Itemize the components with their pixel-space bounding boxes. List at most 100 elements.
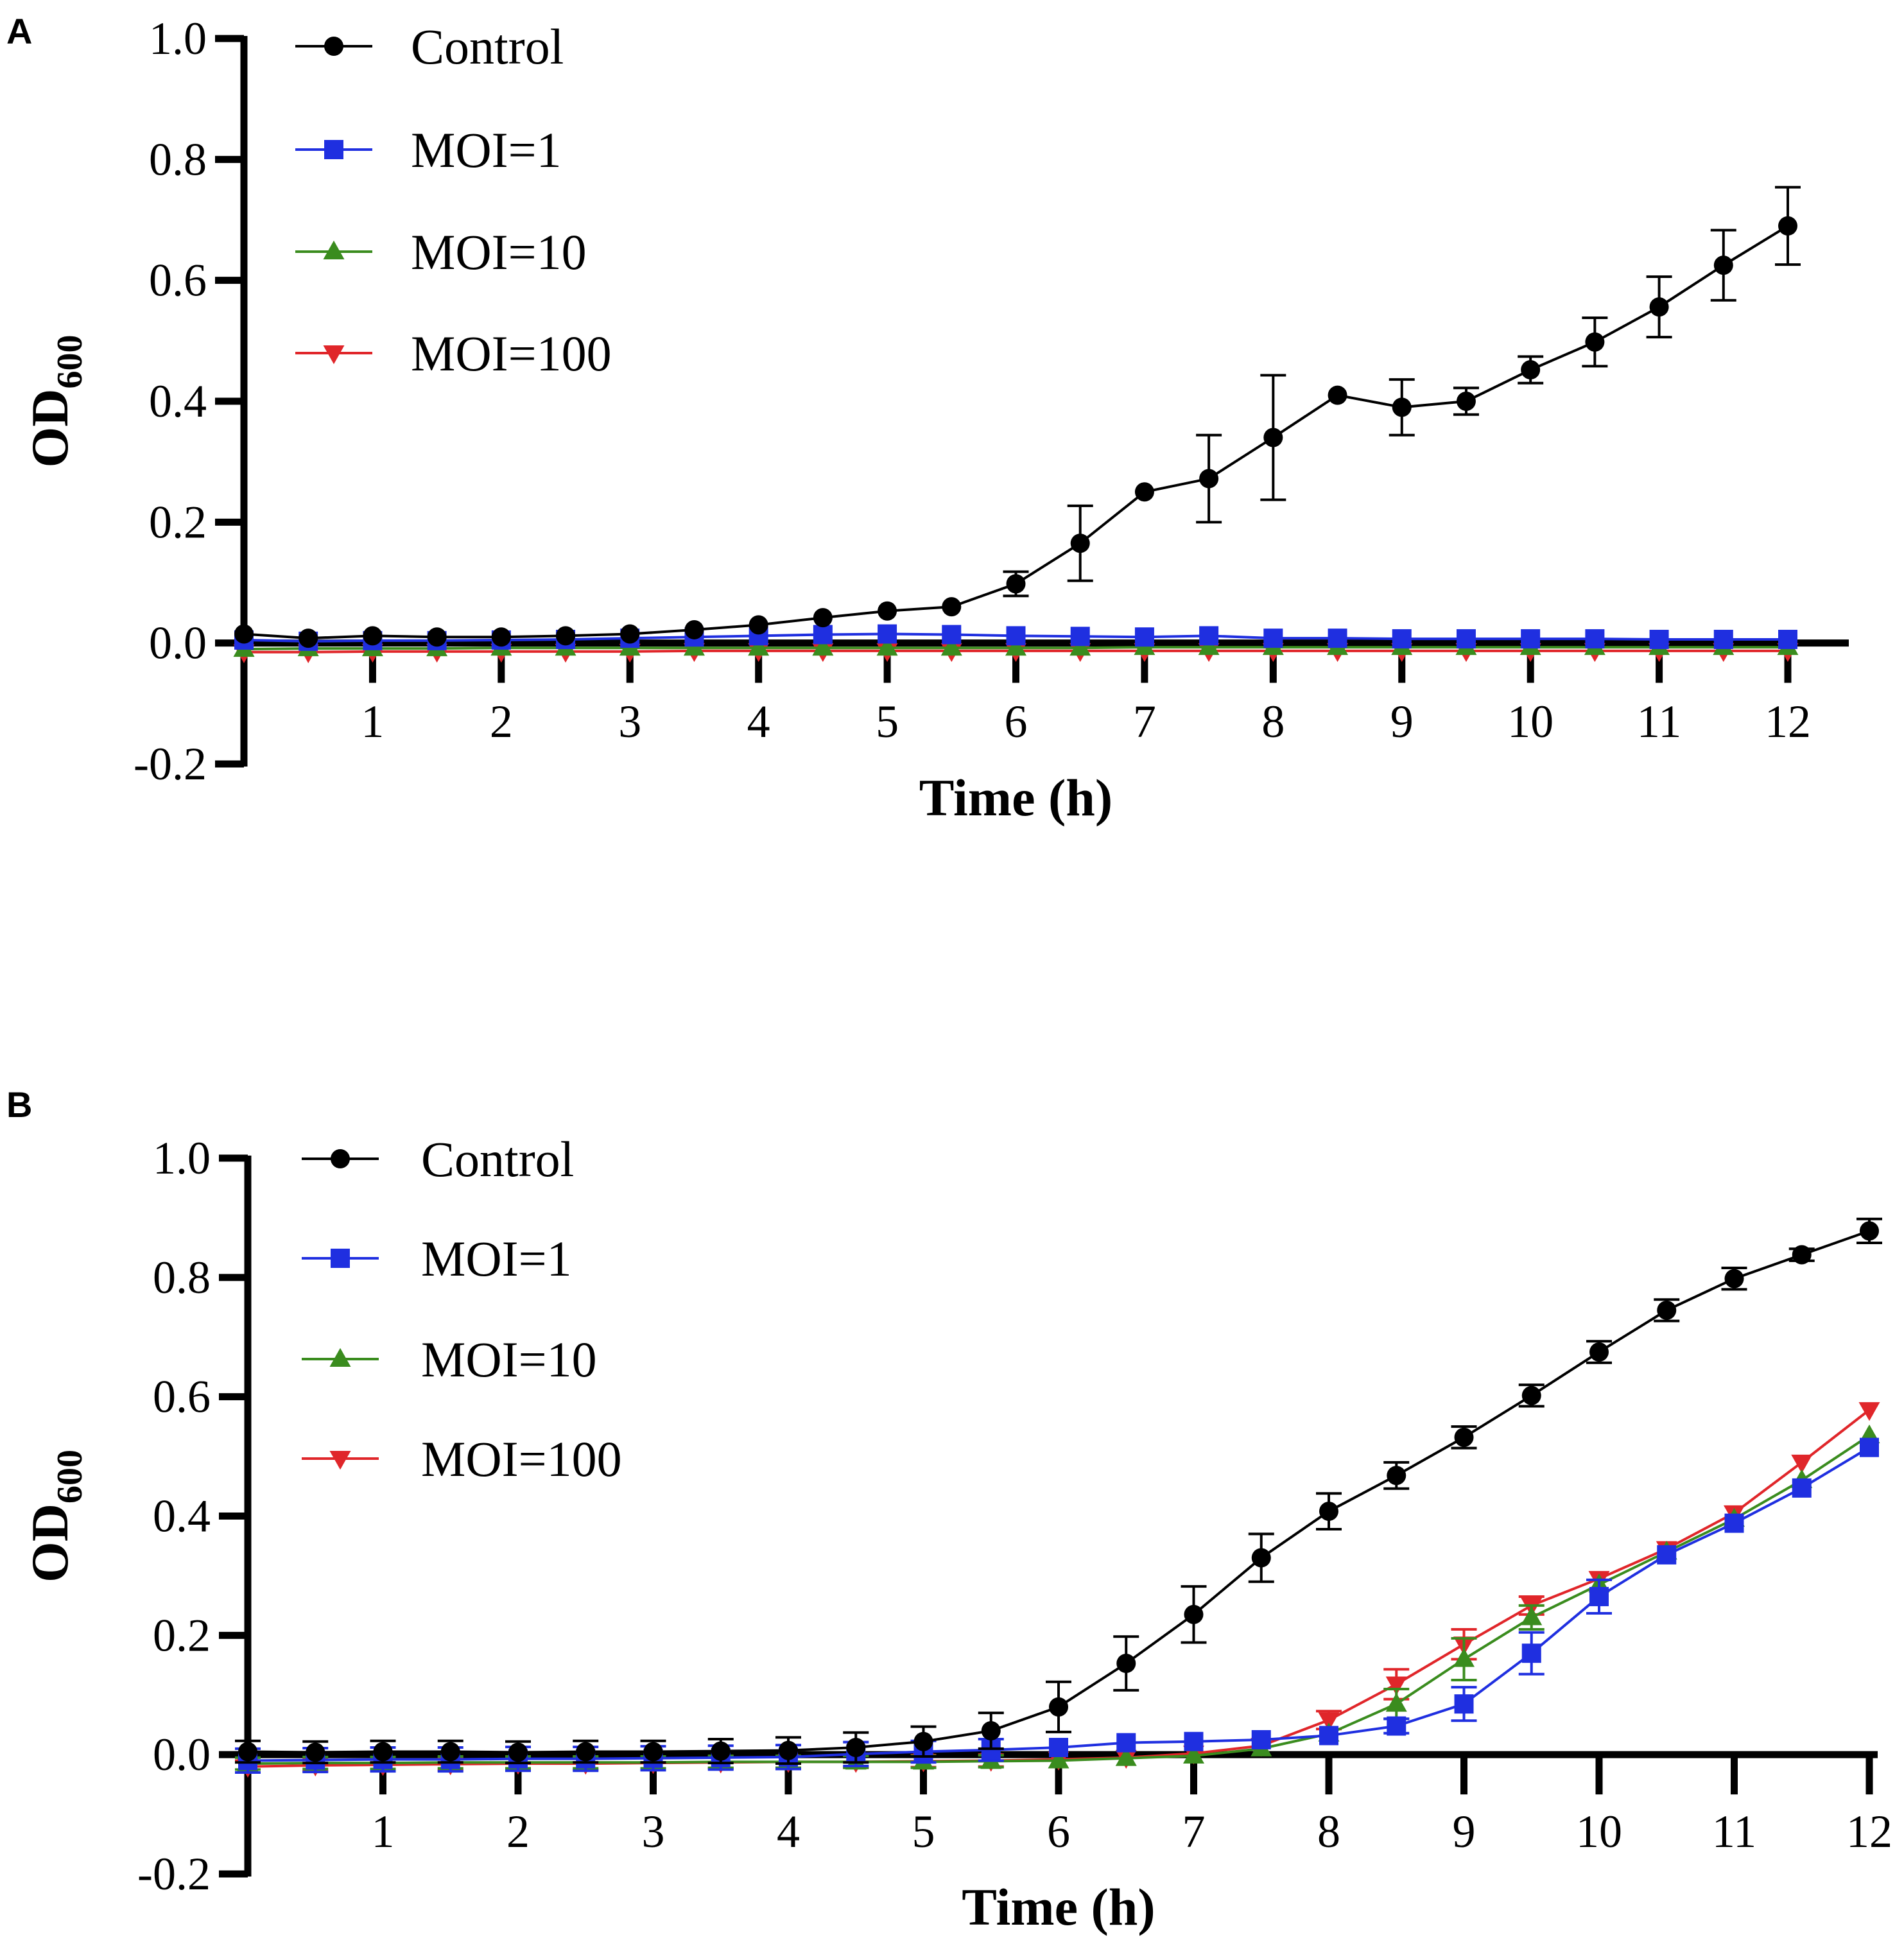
data-point bbox=[711, 1741, 731, 1761]
data-point bbox=[1198, 636, 1220, 655]
x-tick-label: 9 bbox=[1453, 1806, 1476, 1857]
data-point bbox=[1318, 1712, 1340, 1731]
y-tick-label: 0.8 bbox=[153, 1252, 211, 1303]
data-point bbox=[1657, 1300, 1677, 1320]
y-tick-label: 0.6 bbox=[153, 1371, 211, 1423]
legend-marker bbox=[324, 140, 343, 159]
x-tick-label: 3 bbox=[618, 696, 641, 747]
data-point bbox=[306, 1742, 325, 1762]
data-point bbox=[1589, 1586, 1609, 1606]
data-point bbox=[1521, 1385, 1541, 1405]
legend-label: Control bbox=[421, 1131, 574, 1187]
data-point bbox=[1385, 1692, 1407, 1712]
data-point bbox=[813, 608, 833, 628]
data-point bbox=[684, 620, 704, 639]
x-tick-label: 11 bbox=[1712, 1806, 1756, 1857]
legend-label: MOI=1 bbox=[421, 1231, 572, 1287]
legend-label: MOI=100 bbox=[421, 1431, 622, 1487]
legend-marker bbox=[331, 1149, 350, 1168]
data-point bbox=[1657, 1545, 1677, 1565]
data-point bbox=[1116, 1733, 1136, 1753]
y-tick-label: -0.2 bbox=[134, 738, 207, 790]
legend-label: MOI=10 bbox=[411, 224, 587, 280]
data-point bbox=[238, 1742, 257, 1762]
data-point bbox=[1778, 216, 1797, 236]
y-tick-label: -0.2 bbox=[137, 1848, 211, 1900]
data-point bbox=[1792, 1245, 1812, 1265]
legend-label: MOI=1 bbox=[411, 122, 562, 178]
chart-panel-a: A -0.20.00.20.40.60.81.01 2 3 4 5 6 7 8 9 10 11 12T… bbox=[6, 11, 1849, 827]
x-axis-title: Time (h) bbox=[919, 768, 1112, 827]
x-tick-label: 10 bbox=[1576, 1806, 1622, 1857]
y-tick-label: 0.2 bbox=[149, 496, 207, 548]
data-point bbox=[1860, 1437, 1879, 1457]
data-point bbox=[1453, 1648, 1475, 1667]
data-point bbox=[491, 627, 511, 647]
data-point bbox=[846, 1738, 866, 1758]
legend-item: Control bbox=[302, 1131, 574, 1187]
data-point bbox=[942, 597, 962, 617]
data-point bbox=[1199, 626, 1219, 646]
panel-label: A bbox=[6, 11, 32, 51]
x-tick-label: 7 bbox=[1182, 1806, 1206, 1857]
data-point bbox=[1134, 627, 1154, 647]
data-point bbox=[1713, 256, 1733, 275]
chart-panel-b: B -0.20.00.20.40.60.81.01 2 3 4 5 6 7 8 9 10 11 12T… bbox=[6, 1084, 1892, 1936]
legend: Control MOI=1 MOI=10 MOI=100 bbox=[295, 19, 612, 381]
legend-item: MOI=10 bbox=[302, 1331, 597, 1387]
legend-label: MOI=100 bbox=[411, 325, 612, 381]
y-tick-label: 1.0 bbox=[153, 1132, 211, 1184]
data-point bbox=[1392, 397, 1412, 417]
legend-marker bbox=[323, 240, 345, 259]
x-tick-label: 6 bbox=[1005, 696, 1028, 747]
data-point bbox=[913, 1731, 933, 1751]
data-point bbox=[363, 626, 383, 646]
legend-item: MOI=100 bbox=[295, 325, 612, 381]
data-point bbox=[1858, 1402, 1880, 1421]
x-tick-label: 9 bbox=[1390, 696, 1414, 747]
axes-area: -0.20.00.20.40.60.81.01 2 3 4 5 6 7 8 9 10 11 12Tim… bbox=[21, 13, 1849, 827]
data-point bbox=[1263, 428, 1283, 447]
data-point bbox=[1006, 626, 1026, 646]
data-point bbox=[878, 601, 897, 621]
series-control bbox=[234, 186, 1801, 648]
x-tick-label: 11 bbox=[1637, 696, 1681, 747]
x-tick-label: 2 bbox=[506, 1806, 530, 1857]
data-point bbox=[1521, 360, 1541, 380]
x-tick-label: 3 bbox=[642, 1806, 665, 1857]
data-point bbox=[576, 1742, 596, 1762]
data-point bbox=[373, 1742, 393, 1762]
data-point bbox=[1319, 1726, 1338, 1746]
y-tick-label: 0.4 bbox=[153, 1491, 211, 1542]
data-point bbox=[1006, 574, 1026, 594]
data-point bbox=[1069, 636, 1091, 656]
legend-item: MOI=100 bbox=[302, 1431, 622, 1487]
data-point bbox=[508, 1742, 528, 1762]
legend-item: Control bbox=[295, 19, 564, 74]
data-point bbox=[1724, 1513, 1744, 1533]
data-point bbox=[1456, 392, 1476, 411]
x-tick-label: 10 bbox=[1507, 696, 1553, 747]
data-point bbox=[620, 624, 640, 644]
data-point bbox=[1199, 469, 1219, 489]
y-axis-title-subscript: 600 bbox=[50, 1450, 90, 1504]
legend-marker bbox=[324, 37, 343, 56]
data-point bbox=[1070, 627, 1090, 646]
data-point bbox=[1134, 482, 1154, 502]
data-point bbox=[813, 625, 833, 645]
data-point bbox=[1070, 533, 1090, 553]
data-point bbox=[1251, 1548, 1271, 1568]
data-point bbox=[1251, 1730, 1271, 1749]
data-point bbox=[1454, 1427, 1474, 1447]
data-point bbox=[1585, 332, 1605, 352]
data-point bbox=[1263, 629, 1283, 648]
y-tick-label: 0.6 bbox=[149, 255, 207, 306]
y-tick-label: 0.0 bbox=[153, 1729, 211, 1780]
x-tick-label: 12 bbox=[1846, 1806, 1892, 1857]
data-point bbox=[1328, 385, 1347, 405]
data-point bbox=[878, 624, 897, 644]
data-point bbox=[1778, 630, 1797, 650]
data-point bbox=[1860, 1221, 1879, 1241]
y-tick-label: 1.0 bbox=[149, 13, 207, 64]
data-point bbox=[556, 626, 576, 646]
